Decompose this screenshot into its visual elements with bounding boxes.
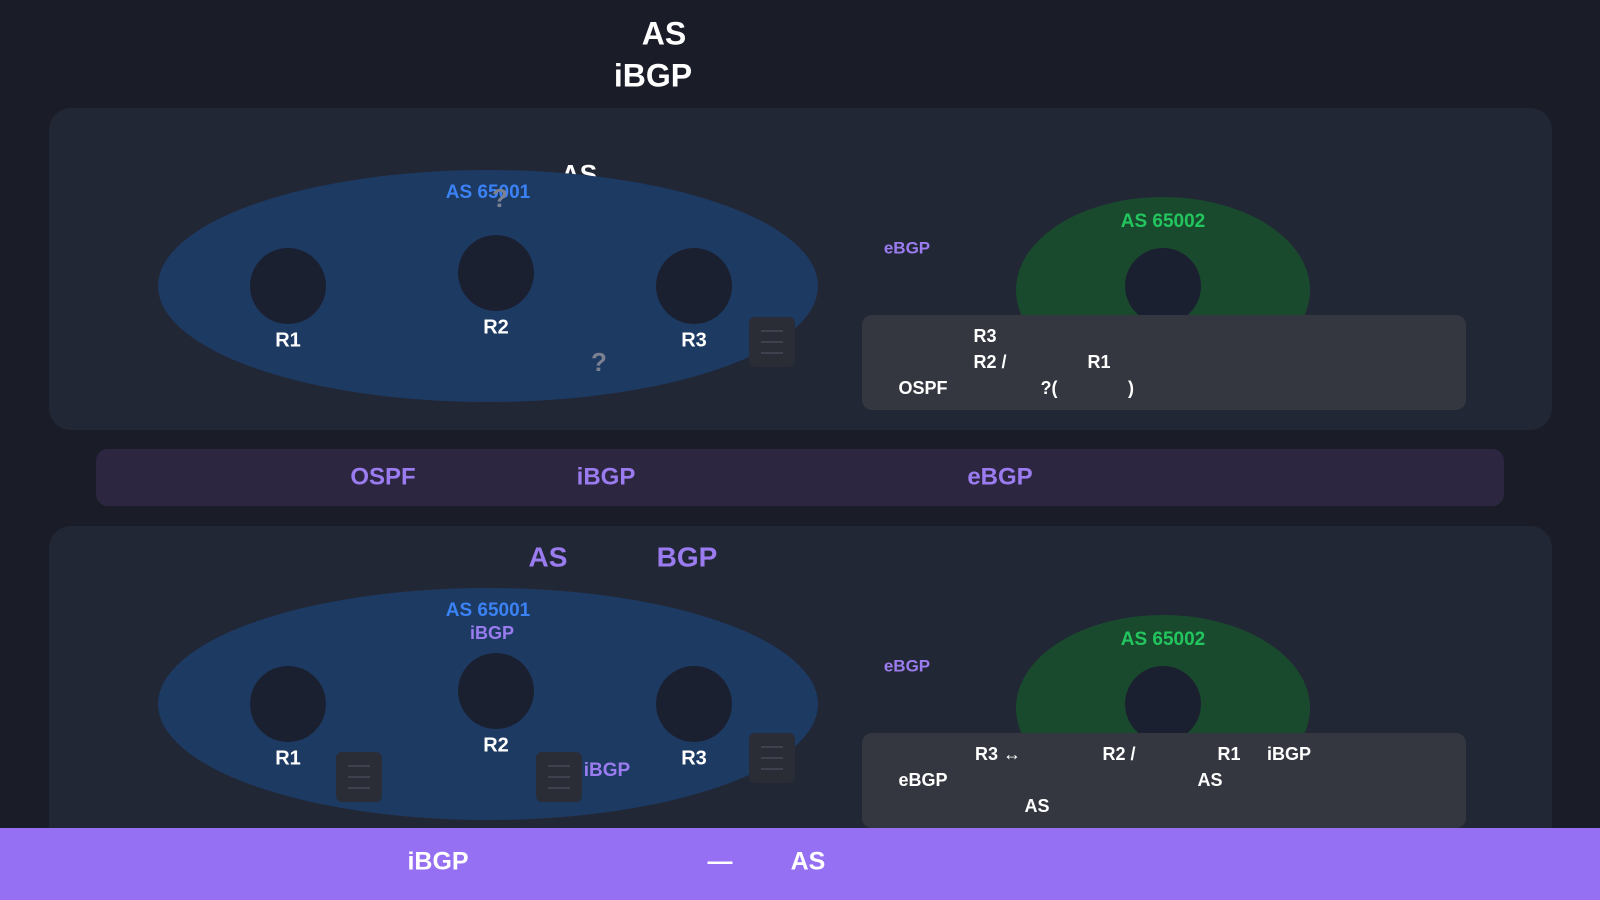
as-label: AS 65002 xyxy=(1121,629,1206,650)
note-text: OSPF xyxy=(898,378,947,398)
note-text: ?( xyxy=(1041,378,1058,398)
router-label: R2 xyxy=(483,316,509,338)
legend-item: iBGP xyxy=(577,463,636,490)
panel-heading: AS xyxy=(529,541,568,572)
router-label: R1 xyxy=(275,329,301,351)
note-text: R1 xyxy=(1217,744,1240,764)
router xyxy=(656,666,732,742)
note-text: R3 ↔ xyxy=(975,744,1021,764)
router xyxy=(458,235,534,311)
note-text: AS xyxy=(1024,796,1049,816)
note-text: R3 xyxy=(973,326,996,346)
link-label: eBGP xyxy=(884,238,930,257)
router xyxy=(1125,248,1201,324)
footer-text: iBGP xyxy=(407,848,468,876)
panel-heading: BGP xyxy=(657,541,718,572)
note-text: R2 / xyxy=(973,352,1006,372)
as-label: AS 65002 xyxy=(1121,211,1206,232)
note-text: iBGP xyxy=(1267,744,1311,764)
legend-bar xyxy=(96,449,1504,506)
note-text: ) xyxy=(1128,378,1134,398)
router xyxy=(458,653,534,729)
footer-text: — xyxy=(708,848,733,876)
router xyxy=(250,248,326,324)
legend-item: OSPF xyxy=(350,463,415,490)
title-line: AS xyxy=(642,15,686,51)
session-label: iBGP xyxy=(584,760,631,781)
router-label: R2 xyxy=(483,734,509,756)
note-text: eBGP xyxy=(898,770,947,790)
title-line: iBGP xyxy=(614,57,692,93)
note-text: AS xyxy=(1197,770,1222,790)
note-box xyxy=(862,733,1466,828)
router xyxy=(1125,666,1201,742)
as-sublabel: iBGP xyxy=(470,623,514,643)
question-mark: ? xyxy=(591,347,607,377)
router-label: R3 xyxy=(681,329,707,351)
router xyxy=(250,666,326,742)
question-mark: ? xyxy=(492,183,508,213)
as-label: AS 65001 xyxy=(446,600,531,621)
link-label: eBGP xyxy=(884,656,930,675)
as-label: AS 65001 xyxy=(446,182,531,203)
note-text: R1 xyxy=(1087,352,1110,372)
router-label: R3 xyxy=(681,747,707,769)
router-label: R1 xyxy=(275,747,301,769)
router xyxy=(656,248,732,324)
note-box xyxy=(862,315,1466,410)
footer-bar xyxy=(0,828,1600,900)
legend-item: eBGP xyxy=(967,463,1032,490)
note-text: R2 / xyxy=(1102,744,1135,764)
footer-text: AS xyxy=(791,848,826,876)
